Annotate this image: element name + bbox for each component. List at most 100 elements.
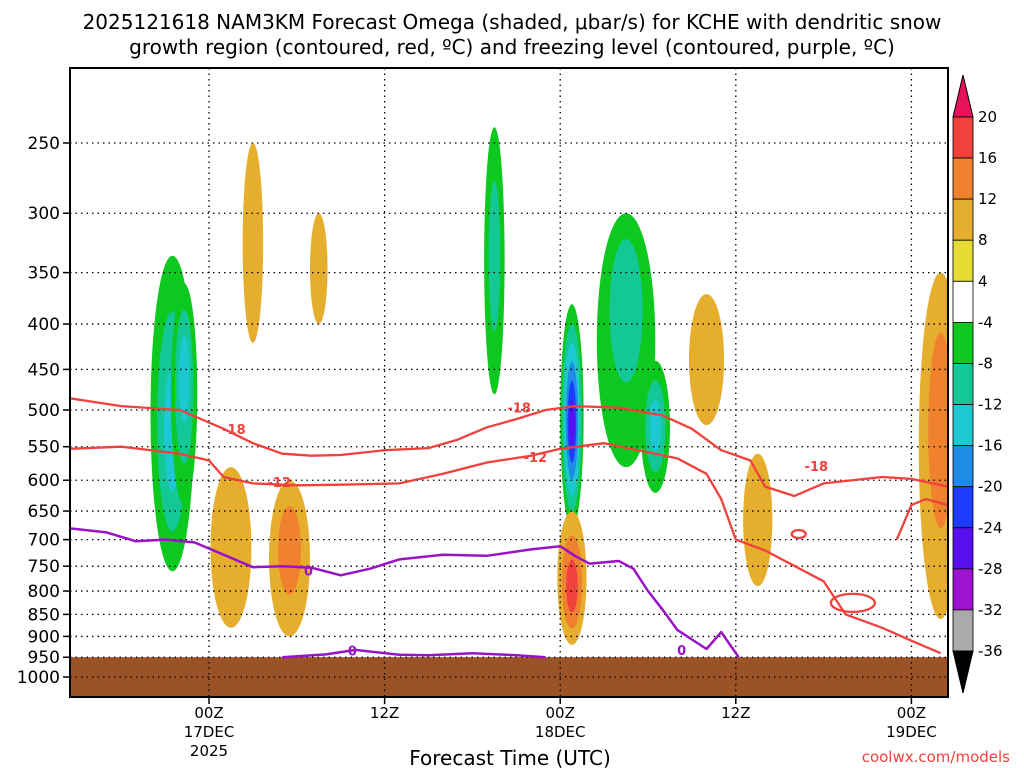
- y-tick-label: 450: [28, 360, 60, 380]
- dgz-contour-line: [70, 442, 942, 655]
- omega-feature: [269, 480, 310, 637]
- dgz-contour-label: -18: [507, 402, 531, 417]
- y-tick-label: 350: [28, 264, 60, 284]
- x-tick-label: 12Z: [721, 704, 750, 722]
- colorbar-swatch: [952, 198, 974, 241]
- x-tick-date: 17DEC: [184, 723, 235, 741]
- dgz-contour-label: -18: [805, 460, 829, 475]
- contour-label-layer: -18 -12 -18 -12 -18 0 0 0: [222, 402, 828, 660]
- freezing-contour-label: 0: [304, 564, 313, 579]
- omega-band: [309, 213, 328, 325]
- colorbar-label: -24: [978, 519, 1003, 537]
- x-axis-label: Forecast Time (UTC): [409, 746, 611, 768]
- plot-area-background: [70, 68, 948, 697]
- x-tick-date: 19DEC: [886, 723, 937, 741]
- omega-feature: [688, 294, 725, 426]
- y-tick-label: 900: [28, 627, 60, 647]
- y-tick-label: 850: [28, 605, 60, 625]
- omega-band: [277, 506, 302, 595]
- y-tick-label: 550: [28, 438, 60, 458]
- freezing-level-contour-line: [282, 648, 546, 659]
- terrain-layer: [70, 657, 948, 697]
- y-tick-label: 800: [28, 582, 60, 602]
- omega-band: [609, 239, 643, 383]
- omega-feature: [170, 283, 198, 506]
- colorbar-swatch: [952, 609, 974, 652]
- x-tick-label: 00Z: [194, 704, 223, 722]
- colorbar-label: -28: [978, 560, 1003, 578]
- x-tick-label: 12Z: [370, 704, 399, 722]
- dgz-contour-label: -18: [222, 423, 246, 438]
- y-axis: 2503003504004505005506006507007508008509…: [17, 134, 70, 688]
- omega-band: [210, 467, 252, 628]
- dgz-contour-loop: [790, 528, 807, 540]
- colorbar-swatch: [952, 527, 974, 570]
- colorbar-label: -16: [978, 437, 1003, 455]
- y-tick-label: 750: [28, 557, 60, 577]
- x-tick-date: 18DEC: [535, 723, 586, 741]
- y-tick-label: 600: [28, 471, 60, 491]
- chart-title-line1: 2025121618 NAM3KM Forecast Omega (shaded…: [83, 10, 942, 34]
- x-tick-label: 00Z: [897, 704, 926, 722]
- colorbar-label: -8: [978, 354, 993, 372]
- colorbar-swatch: [952, 486, 974, 529]
- colorbar-label: 8: [978, 231, 988, 249]
- colorbar-swatch: [952, 404, 974, 447]
- omega-band: [649, 399, 662, 452]
- dgz-contour-label: -12: [524, 451, 548, 466]
- colorbar-swatch: [952, 445, 974, 488]
- colorbar: 20 16 12 8 4 -4 -8 -12 -16 -20 -24 -28 -32 -36: [952, 74, 1003, 694]
- omega-feature: [484, 127, 505, 395]
- colorbar-label: -12: [978, 396, 1003, 414]
- y-tick-label: 1000: [17, 668, 60, 688]
- dgz-contour-line: [895, 497, 948, 541]
- y-tick-label: 250: [28, 134, 60, 154]
- colorbar-label: 16: [978, 149, 997, 167]
- plot-frame: [69, 67, 949, 698]
- chart-title-line2: growth region (contoured, red, ºC) and f…: [129, 35, 895, 59]
- y-tick-label: 500: [28, 401, 60, 421]
- colorbar-label: -36: [978, 642, 1003, 660]
- omega-band: [568, 400, 575, 447]
- colorbar-swatch: [952, 280, 974, 323]
- omega-feature: [242, 143, 264, 343]
- omega-band: [242, 143, 264, 343]
- colorbar-swatch: [952, 239, 974, 282]
- x-tick-year: 2025: [190, 742, 228, 760]
- freezing-contour-label: 0: [348, 645, 357, 660]
- colorbar-swatch: [952, 363, 974, 405]
- omega-band: [488, 180, 501, 332]
- omega-feature: [560, 304, 584, 529]
- freezing-level-contour-line: [70, 527, 740, 658]
- colorbar-swatch: [952, 568, 974, 611]
- omega-feature: [640, 360, 670, 493]
- omega-feature: [557, 511, 587, 645]
- colorbar-label: 4: [978, 272, 988, 290]
- contour-layer: [70, 397, 948, 659]
- colorbar-top-arrow: [952, 74, 974, 118]
- colorbar-bottom-arrow: [952, 650, 974, 694]
- omega-feature: [596, 213, 656, 468]
- omega-shading-layer: [150, 127, 948, 645]
- omega-band: [688, 294, 725, 426]
- colorbar-label: -4: [978, 313, 993, 331]
- omega-band: [928, 332, 948, 529]
- omega-feature: [210, 467, 252, 628]
- y-tick-label: 400: [28, 315, 60, 335]
- colorbar-label: -32: [978, 601, 1003, 619]
- credit-text: coolwx.com/models: [862, 748, 1010, 766]
- omega-feature: [309, 213, 328, 325]
- colorbar-swatch: [952, 157, 974, 200]
- omega-band: [566, 559, 578, 613]
- y-tick-label: 700: [28, 531, 60, 551]
- dgz-contour-label: -12: [268, 476, 292, 491]
- colorbar-label: 20: [978, 108, 997, 126]
- omega-feature: [918, 272, 948, 619]
- colorbar-label: -20: [978, 478, 1003, 496]
- y-tick-label: 650: [28, 502, 60, 522]
- freezing-contour-label: 0: [677, 644, 686, 659]
- colorbar-swatch: [952, 116, 974, 159]
- y-tick-label: 950: [28, 648, 60, 668]
